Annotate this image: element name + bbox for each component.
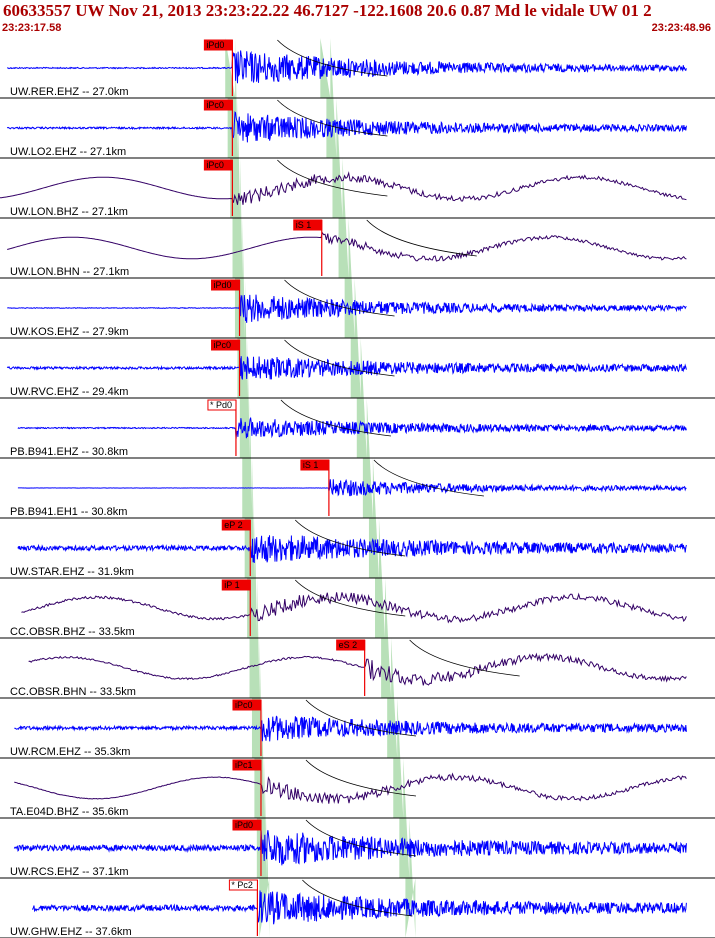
- pick-label-3: iS 1: [296, 220, 312, 230]
- station-label-14: UW.GHW.EHZ -- 37.6km: [10, 926, 132, 938]
- pick-13: iPd0: [232, 819, 262, 876]
- moveout-0: [277, 39, 388, 77]
- pick-5: iPc0: [211, 339, 241, 396]
- moveout-7: [373, 459, 484, 497]
- pick-label-1: iPc0: [206, 100, 224, 110]
- moveout-11: [305, 699, 417, 737]
- trace-3: [7, 231, 687, 262]
- pick-label-10: eS 2: [339, 640, 358, 650]
- station-label-2: UW.LON.BHZ -- 27.1km: [10, 206, 128, 218]
- trace-12: [14, 772, 687, 804]
- trace-13: [13, 830, 687, 866]
- pick-label-8: eP 2: [224, 520, 242, 530]
- pick-1: iPc0: [203, 99, 233, 156]
- phase-picks: iPd0 iPc0 iPc0 iS 1 iPd0 iPc0 * Pd0 iS 1 eP 2 iP …: [203, 39, 366, 936]
- station-label-3: UW.LON.BHN -- 27.1km: [10, 266, 129, 278]
- end-time: 23:23:48.96: [651, 22, 711, 34]
- pick-label-0: iPd0: [206, 40, 224, 50]
- trace-0: [6, 50, 687, 84]
- trace-5: [6, 356, 687, 380]
- moveout-13: [305, 819, 417, 857]
- moveout-curves: [277, 39, 520, 917]
- moveout-1: [277, 99, 388, 137]
- station-label-13: UW.RCS.EHZ -- 37.1km: [10, 866, 129, 878]
- pick-label-11: iPc0: [235, 700, 253, 710]
- trace-11: [14, 715, 687, 742]
- trace-14: [31, 890, 687, 925]
- moveout-2: [277, 159, 388, 197]
- pick-label-7: iS 1: [303, 460, 319, 470]
- header: 60633557 UW Nov 21, 2013 23:23:22.22 46.…: [0, 0, 715, 38]
- seismogram-plot: iPd0 iPc0 iPc0 iS 1 iPd0 iPc0 * Pd0 iS 1 eP 2 iP …: [0, 38, 715, 938]
- pick-3: iS 1: [293, 219, 323, 276]
- row-dividers: [0, 97, 715, 938]
- pick-6: * Pd0: [207, 399, 237, 456]
- station-label-8: UW.STAR.EHZ -- 31.9km: [10, 566, 134, 578]
- pick-10: eS 2: [336, 639, 366, 696]
- moveout-10: [409, 639, 520, 677]
- station-label-6: PB.B941.EHZ -- 30.8km: [10, 446, 128, 458]
- moveout-8: [294, 519, 406, 557]
- pick-label-9: iP 1: [224, 580, 239, 590]
- pick-4: iPd0: [211, 279, 241, 336]
- pick-2: iPc0: [203, 159, 233, 216]
- pick-label-6: * Pd0: [210, 400, 232, 410]
- start-time: 23:23:17.58: [2, 22, 62, 34]
- pick-label-4: iPd0: [214, 280, 232, 290]
- traces: [0, 50, 687, 925]
- pick-12: iPc1: [232, 759, 262, 816]
- station-label-11: UW.RCM.EHZ -- 35.3km: [10, 746, 130, 758]
- moveout-6: [280, 399, 391, 437]
- station-label-12: TA.E04D.BHZ -- 35.6km: [10, 806, 128, 818]
- pick-11: iPc0: [232, 699, 262, 756]
- station-label-4: UW.KOS.EHZ -- 27.9km: [10, 326, 129, 338]
- station-labels: UW.RER.EHZ -- 27.0km UW.LO2.EHZ -- 27.1km…: [10, 86, 136, 938]
- pick-7: iS 1: [300, 459, 330, 516]
- station-label-1: UW.LO2.EHZ -- 27.1km: [10, 146, 126, 158]
- pick-label-2: iPc0: [206, 160, 224, 170]
- pick-label-5: iPc0: [214, 340, 232, 350]
- moveout-4: [284, 279, 395, 317]
- station-label-0: UW.RER.EHZ -- 27.0km: [10, 86, 129, 98]
- station-label-5: UW.RVC.EHZ -- 29.4km: [10, 386, 128, 398]
- pick-label-14: * Pc2: [231, 880, 253, 890]
- pick-label-13: iPd0: [235, 820, 253, 830]
- station-label-10: CC.OBSR.BHN -- 33.5km: [10, 686, 136, 698]
- trace-8: [17, 535, 687, 563]
- moveout-12: [305, 759, 417, 797]
- trace-4: [7, 294, 687, 323]
- trace-1: [6, 111, 687, 143]
- pick-9: iP 1: [221, 579, 251, 636]
- pick-14: * Pc2: [228, 879, 258, 936]
- moveout-5: [284, 339, 395, 377]
- event-title: 60633557 UW Nov 21, 2013 23:23:22.22 46.…: [3, 1, 652, 20]
- trace-9: [21, 592, 687, 624]
- station-label-9: CC.OBSR.BHZ -- 33.5km: [10, 626, 135, 638]
- pick-0: iPd0: [203, 39, 233, 96]
- pick-label-12: iPc1: [235, 760, 253, 770]
- station-label-7: PB.B941.EH1 -- 30.8km: [10, 506, 127, 518]
- trace-10: [28, 652, 687, 686]
- trace-2: [0, 171, 687, 205]
- moveout-3: [366, 219, 477, 257]
- pick-8: eP 2: [221, 519, 251, 576]
- trace-7: [17, 478, 687, 497]
- moveout-9: [294, 579, 406, 617]
- moveout-14: [302, 879, 413, 917]
- trace-6: [17, 417, 687, 439]
